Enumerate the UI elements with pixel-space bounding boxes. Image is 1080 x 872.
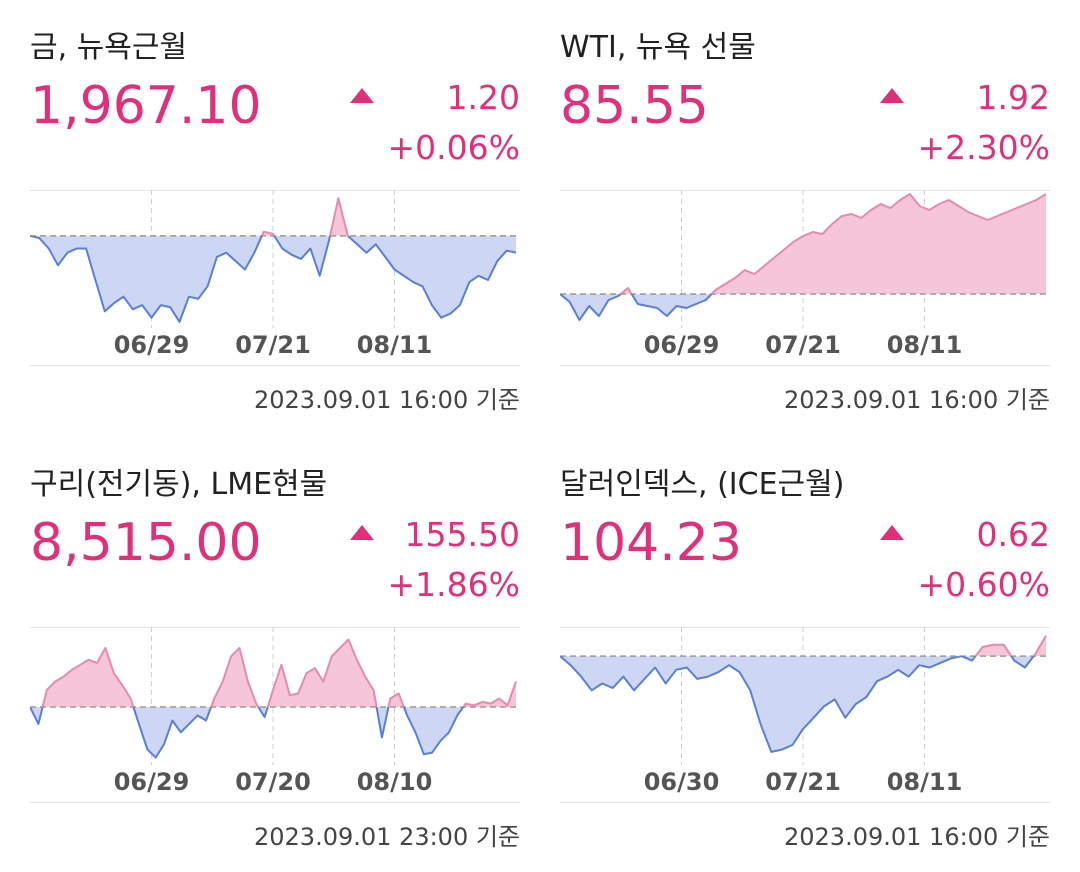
commodity-card-gold[interactable]: 금, 뉴욕근월 1,967.10 1.20 +0.06% 06/29 07/21 0… bbox=[30, 10, 520, 430]
series-line-up bbox=[30, 197, 350, 236]
x-tick-label: 06/29 bbox=[114, 768, 190, 796]
area-above-baseline bbox=[560, 635, 1046, 657]
area-below-baseline bbox=[30, 235, 516, 322]
price-change-percent: +0.60% bbox=[917, 565, 1050, 604]
current-price: 104.23 bbox=[560, 513, 742, 573]
card-title: 금, 뉴욕근월 bbox=[30, 30, 188, 65]
x-tick-label: 07/21 bbox=[765, 768, 841, 796]
series-line-down bbox=[560, 656, 1035, 753]
triangle-up-icon bbox=[350, 525, 374, 540]
x-tick-label: 08/11 bbox=[887, 768, 963, 796]
x-tick-label: 07/21 bbox=[765, 331, 841, 359]
series-line-up bbox=[560, 193, 1047, 294]
price-change: 155.50 bbox=[404, 515, 520, 554]
price-change: 1.92 bbox=[976, 78, 1050, 117]
price-change-percent: +0.06% bbox=[387, 128, 520, 167]
series-line-up bbox=[30, 638, 517, 707]
current-price: 1,967.10 bbox=[30, 76, 262, 136]
area-below-baseline bbox=[560, 656, 1034, 752]
x-tick-label: 08/10 bbox=[357, 768, 433, 796]
area-above-baseline bbox=[560, 194, 1046, 294]
x-tick-label: 08/11 bbox=[887, 331, 963, 359]
triangle-up-icon bbox=[350, 88, 374, 103]
wti-price-chart: 06/29 07/21 08/11 bbox=[560, 190, 1050, 366]
triangle-up-icon bbox=[880, 88, 904, 103]
timestamp: 2023.09.01 16:00 기준 bbox=[254, 386, 520, 414]
series-line-down bbox=[30, 235, 517, 323]
commodity-card-dollar-index[interactable]: 달러인덱스, (ICE근월) 104.23 0.62 +0.60% 06/30 0… bbox=[560, 447, 1050, 867]
commodity-card-wti[interactable]: WTI, 뉴욕 선물 85.55 1.92 +2.30% 06/29 07/21 0… bbox=[560, 10, 1050, 430]
price-change-percent: +1.86% bbox=[387, 565, 520, 604]
x-tick-label: 08/11 bbox=[357, 331, 433, 359]
copper-price-chart: 06/29 07/20 08/10 bbox=[30, 627, 520, 803]
timestamp: 2023.09.01 16:00 기준 bbox=[784, 823, 1050, 851]
price-change-percent: +2.30% bbox=[917, 128, 1050, 167]
triangle-up-icon bbox=[880, 525, 904, 540]
current-price: 85.55 bbox=[560, 76, 709, 136]
card-title: 달러인덱스, (ICE근월) bbox=[560, 467, 845, 502]
x-tick-label: 06/29 bbox=[114, 331, 190, 359]
series-line-down bbox=[30, 706, 465, 759]
price-change: 1.20 bbox=[446, 78, 520, 117]
x-tick-label: 06/30 bbox=[644, 768, 720, 796]
card-title: WTI, 뉴욕 선물 bbox=[560, 30, 756, 65]
card-title: 구리(전기동), LME현물 bbox=[30, 467, 328, 502]
area-below-baseline bbox=[560, 294, 1046, 320]
x-tick-label: 06/29 bbox=[644, 331, 720, 359]
x-tick-label: 07/21 bbox=[235, 331, 311, 359]
commodity-card-copper[interactable]: 구리(전기동), LME현물 8,515.00 155.50 +1.86% 06… bbox=[30, 447, 520, 867]
gold-price-chart: 06/29 07/21 08/11 bbox=[30, 190, 520, 366]
current-price: 8,515.00 bbox=[30, 513, 262, 573]
timestamp: 2023.09.01 16:00 기준 bbox=[784, 386, 1050, 414]
timestamp: 2023.09.01 23:00 기준 bbox=[254, 823, 520, 851]
series-line-down bbox=[560, 294, 714, 321]
dollar-index-chart: 06/30 07/21 08/11 bbox=[560, 627, 1050, 803]
x-tick-label: 07/20 bbox=[235, 768, 311, 796]
price-change: 0.62 bbox=[976, 515, 1050, 554]
